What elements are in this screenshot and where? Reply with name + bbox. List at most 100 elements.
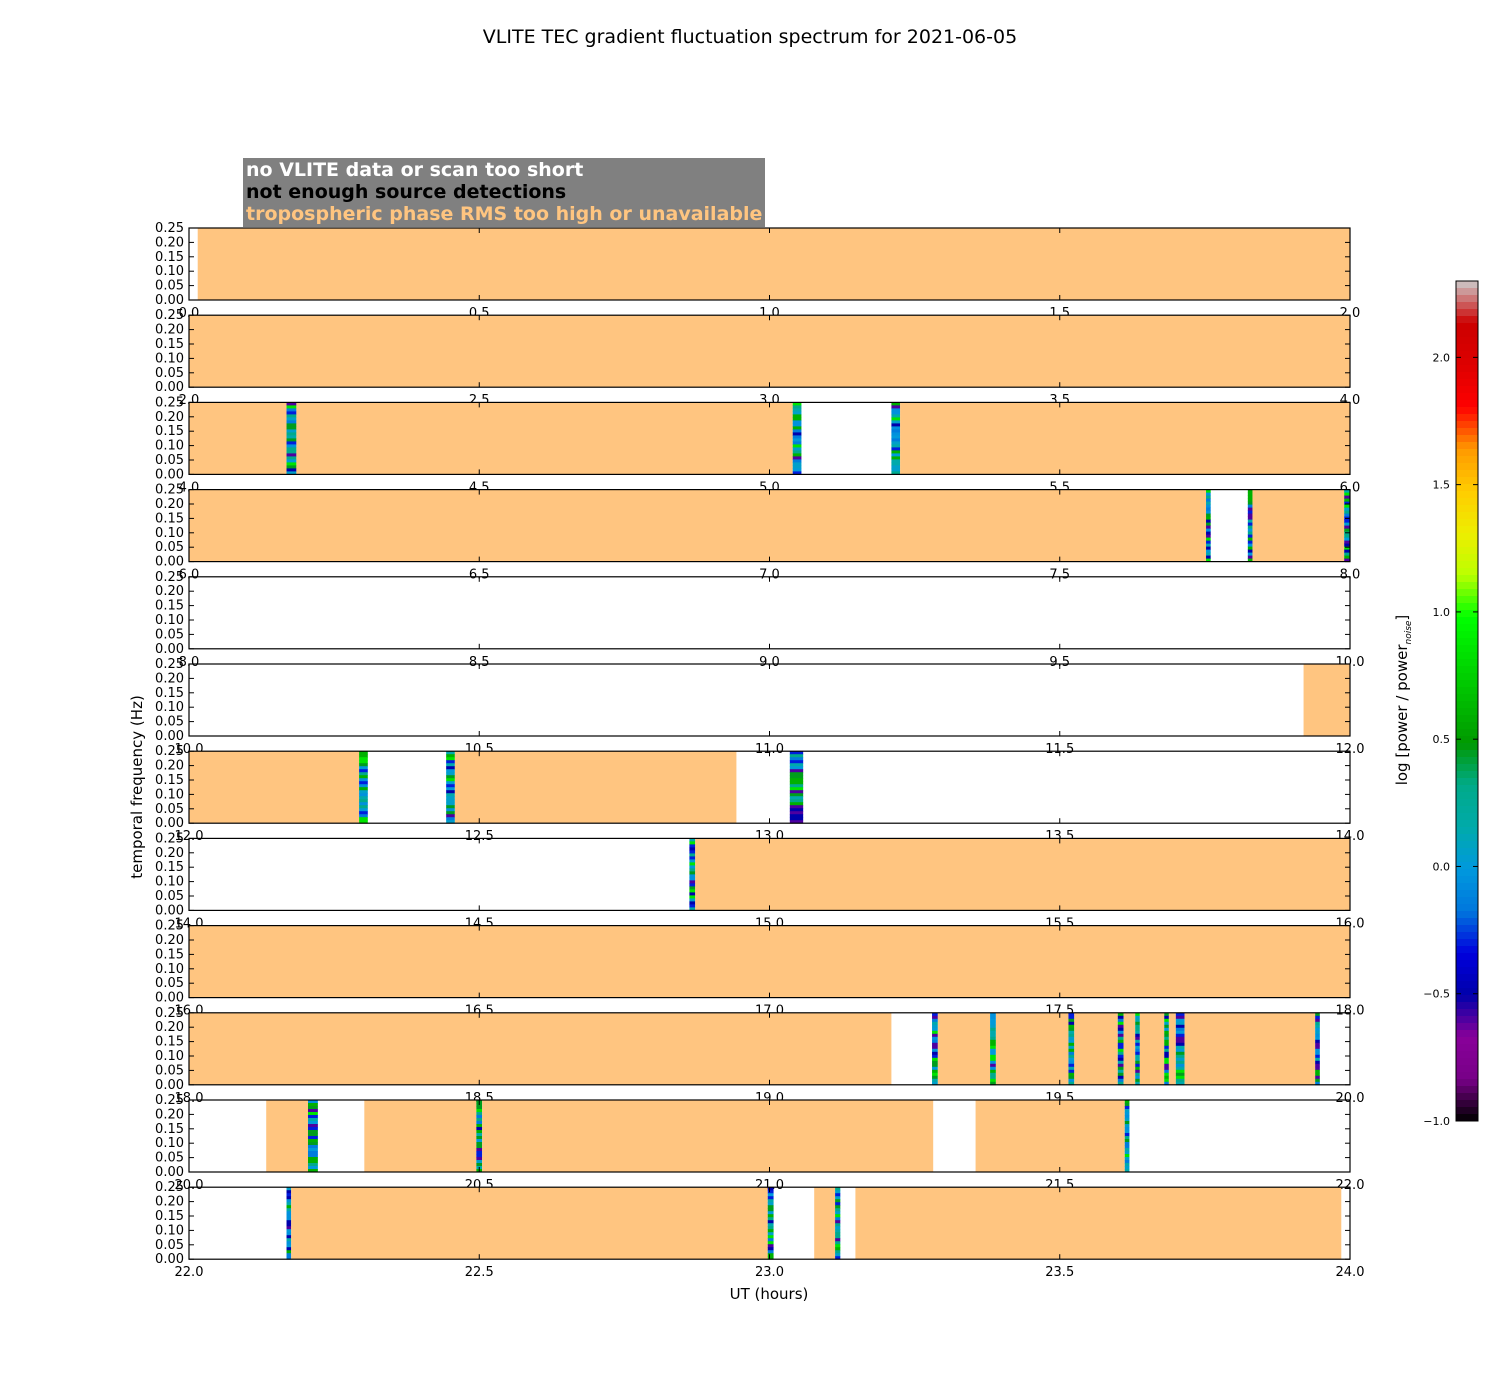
spectrum-cell <box>789 796 804 800</box>
spectrum-segment <box>932 1012 938 1086</box>
spectrum-cell <box>835 1199 841 1203</box>
spectrum-cell <box>891 438 901 442</box>
spectrum-cell <box>789 763 804 767</box>
spectrum-cell <box>1175 1075 1185 1080</box>
spectrum-cell <box>1344 525 1350 529</box>
spectrum-cell <box>1206 540 1211 544</box>
spectrum-cell <box>308 1103 318 1107</box>
x-tick-label: 6.5 <box>469 568 490 583</box>
spectrum-cell <box>1315 1018 1320 1023</box>
colorbar-cell <box>1456 1009 1478 1017</box>
spectrum-cell <box>476 1136 483 1140</box>
colorbar-cell <box>1456 764 1478 772</box>
spectrum-cell <box>789 754 804 758</box>
colorbar-cell <box>1456 673 1478 681</box>
spectrum-cell <box>689 892 696 896</box>
spectrum-cell <box>1206 555 1211 559</box>
spectrum-cell <box>891 444 901 448</box>
spectrum-cell <box>689 856 696 860</box>
colorbar-cell <box>1456 890 1478 898</box>
spectrum-cell <box>476 1148 483 1152</box>
spectrum-cell <box>689 850 696 854</box>
spectrum-segment <box>767 1187 774 1260</box>
spectrum-cell <box>446 802 455 806</box>
spectrum-cell <box>792 408 802 412</box>
colorbar-cell <box>1456 624 1478 632</box>
spectrum-cell <box>1068 1048 1075 1053</box>
spectrum-cell <box>476 1130 483 1134</box>
spectrum-cell <box>286 1217 292 1221</box>
spectrum-cell <box>286 1229 292 1233</box>
spectrum-cell <box>1344 546 1350 550</box>
colorbar-cell <box>1456 1093 1478 1101</box>
spectrum-cell <box>1117 1021 1124 1026</box>
spectrum-cell <box>1068 1069 1075 1074</box>
spectrum-cell <box>359 805 368 809</box>
y-tick-label: 0.10 <box>155 787 184 802</box>
colorbar-cell <box>1456 470 1478 478</box>
spectrum-cell <box>476 1163 483 1167</box>
panel-2: 0.000.050.100.150.200.254.0 4.5 5.0 5.5 6.0 <box>155 395 1360 495</box>
spectrum-cell <box>1206 516 1211 520</box>
spectrum-cell <box>476 1112 483 1116</box>
spectrum-cell <box>1164 1069 1169 1074</box>
y-tick-label: 0.00 <box>155 729 184 744</box>
y-tick-label: 0.20 <box>155 846 184 861</box>
spectrum-cell <box>1206 549 1211 553</box>
spectrum-cell <box>932 1024 938 1029</box>
spectrum-cell <box>789 760 804 764</box>
x-tick-label: 11.0 <box>755 742 784 757</box>
x-tick-label: 20.0 <box>175 1178 204 1193</box>
spectrum-cell <box>932 1036 938 1041</box>
spectrum-cell <box>767 1247 774 1251</box>
colorbar-cell <box>1456 610 1478 618</box>
rms-flag-segment <box>189 925 1350 998</box>
spectrum-cell <box>689 862 696 866</box>
x-tick-label: 11.5 <box>1045 742 1074 757</box>
spectrum-cell <box>767 1214 774 1218</box>
spectrum-cell <box>891 435 901 439</box>
spectrum-cell <box>308 1139 318 1143</box>
spectrum-cell <box>835 1208 841 1212</box>
spectrum-cell <box>359 793 368 797</box>
spectrum-cell <box>286 1202 292 1206</box>
spectrum-cell <box>1135 1042 1140 1047</box>
spectrum-cell <box>767 1256 774 1260</box>
spectrum-cell <box>990 1015 996 1020</box>
spectrum-cell <box>476 1142 483 1146</box>
spectrum-cell <box>1068 1063 1075 1068</box>
y-tick-label: 0.15 <box>155 337 184 352</box>
spectrum-cell <box>792 435 802 439</box>
spectrum-cell <box>446 751 455 755</box>
x-tick-label: 18.0 <box>1336 1004 1365 1019</box>
spectrum-cell <box>932 1042 938 1047</box>
spectrum-cell <box>476 1124 483 1128</box>
colorbar-cell <box>1456 652 1478 660</box>
spectrum-cell <box>1175 1030 1185 1035</box>
colorbar-cell <box>1456 1030 1478 1038</box>
colorbar-cell <box>1456 1023 1478 1031</box>
spectrum-cell <box>286 405 297 409</box>
spectrum-cell <box>476 1118 483 1122</box>
spectrum-cell <box>1164 1051 1169 1056</box>
colorbar-cell <box>1456 323 1478 331</box>
colorbar-cell <box>1456 841 1478 849</box>
panels: 0.000.050.100.150.200.250.0 0.5 1.0 1.5 2.0 0… <box>155 221 1364 1280</box>
spectrum-cell <box>446 799 455 803</box>
colorbar-cell <box>1456 344 1478 352</box>
colorbar-cell <box>1456 512 1478 520</box>
colorbar-cell <box>1456 1051 1478 1059</box>
spectrum-cell <box>1068 1081 1075 1086</box>
colorbar-cell <box>1456 484 1478 492</box>
spectrum-cell <box>767 1229 774 1233</box>
spectrum-segment <box>1247 489 1253 562</box>
panel-0: 0.000.050.100.150.200.250.0 0.5 1.0 1.5 2.0 <box>155 221 1360 321</box>
rms-flag-segment <box>189 751 360 824</box>
spectrum-cell <box>1117 1072 1124 1077</box>
spectrum-cell <box>359 766 368 770</box>
spectrum-cell <box>689 907 696 911</box>
colorbar-cell <box>1456 869 1478 877</box>
spectrum-cell <box>1117 1012 1124 1017</box>
